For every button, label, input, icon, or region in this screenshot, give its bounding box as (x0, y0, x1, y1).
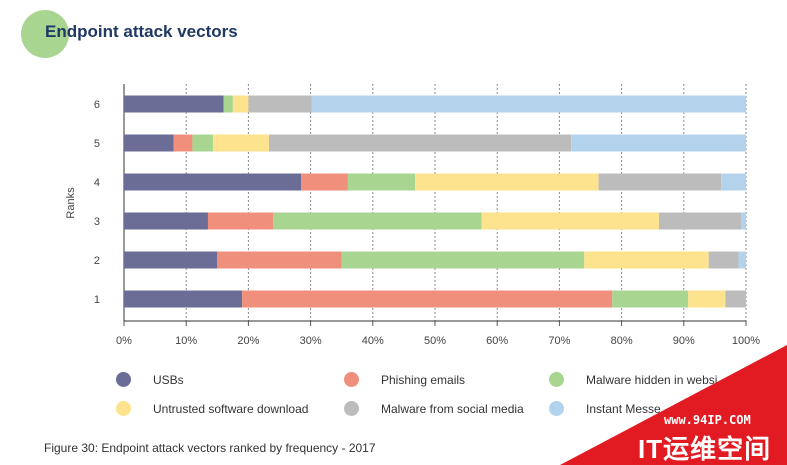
x-tick-label-10: 100% (732, 335, 760, 347)
bar-rank-5-series-5 (571, 134, 746, 152)
bar-rank-6-series-2 (223, 95, 233, 113)
bar-rank-2-series-3 (584, 251, 709, 269)
x-tick-label-6: 60% (486, 335, 508, 347)
bar-rank-1-series-2 (612, 290, 689, 308)
bar-rank-5-series-0 (124, 134, 174, 152)
bar-rank-6-series-5 (311, 95, 746, 113)
bar-rank-4-series-5 (721, 173, 746, 191)
bar-rank-6-series-4 (248, 95, 312, 113)
x-tick-label-2: 20% (237, 335, 259, 347)
y-tick-label-rank-2: 2 (94, 255, 100, 267)
bar-rank-6-series-0 (124, 95, 224, 113)
bar-rank-3-series-5 (741, 212, 746, 230)
y-tick-label-rank-6: 6 (94, 99, 100, 111)
bar-rank-1-series-4 (725, 290, 746, 308)
bar-rank-4-series-3 (415, 173, 599, 191)
bar-rank-5-series-3 (212, 134, 269, 152)
title-circle-decoration (21, 10, 69, 58)
x-tick-label-5: 50% (424, 335, 446, 347)
bar-rank-3-series-4 (658, 212, 742, 230)
bar-rank-4-series-1 (301, 173, 348, 191)
y-axis-title: Ranks (65, 187, 77, 219)
watermark-brand: IT运维空间 (638, 434, 772, 464)
bar-rank-3-series-1 (207, 212, 274, 230)
bar-rank-4-series-0 (124, 173, 302, 191)
bar-rank-3-series-3 (481, 212, 659, 230)
bar-rank-1-series-1 (242, 290, 613, 308)
y-tick-label-rank-4: 4 (94, 177, 100, 189)
chart-title: Endpoint attack vectors (45, 22, 238, 41)
bar-rank-2-series-0 (124, 251, 218, 269)
bar-rank-3-series-0 (124, 212, 208, 230)
watermark-url: www.94IP.COM (664, 413, 751, 427)
bar-rank-3-series-2 (273, 212, 482, 230)
y-tick-label-rank-3: 3 (94, 216, 100, 228)
bar-rank-5-series-4 (268, 134, 572, 152)
bar-rank-2-series-4 (708, 251, 739, 269)
bar-rank-5-series-1 (173, 134, 193, 152)
bar-rank-4-series-4 (598, 173, 722, 191)
x-tick-label-4: 40% (362, 335, 384, 347)
bar-rank-2-series-2 (341, 251, 585, 269)
x-tick-label-7: 70% (548, 335, 570, 347)
bar-rank-2-series-5 (738, 251, 746, 269)
y-tick-label-rank-5: 5 (94, 138, 100, 150)
bar-rank-5-series-2 (192, 134, 213, 152)
x-tick-label-1: 10% (175, 335, 197, 347)
watermark-triangle (560, 345, 787, 465)
figure-caption: Figure 30: Endpoint attack vectors ranke… (44, 441, 376, 455)
bar-rank-1-series-0 (124, 290, 243, 308)
x-tick-label-0: 0% (116, 335, 132, 347)
x-tick-label-8: 80% (611, 335, 633, 347)
bar-rank-4-series-2 (347, 173, 416, 191)
bar-rank-1-series-3 (688, 290, 726, 308)
watermark: www.94IP.COM IT运维空间 (560, 345, 787, 465)
x-tick-label-3: 30% (300, 335, 322, 347)
bar-rank-2-series-1 (217, 251, 342, 269)
y-tick-label-rank-1: 1 (94, 294, 100, 306)
x-tick-label-9: 90% (673, 335, 695, 347)
bar-rank-6-series-3 (232, 95, 249, 113)
